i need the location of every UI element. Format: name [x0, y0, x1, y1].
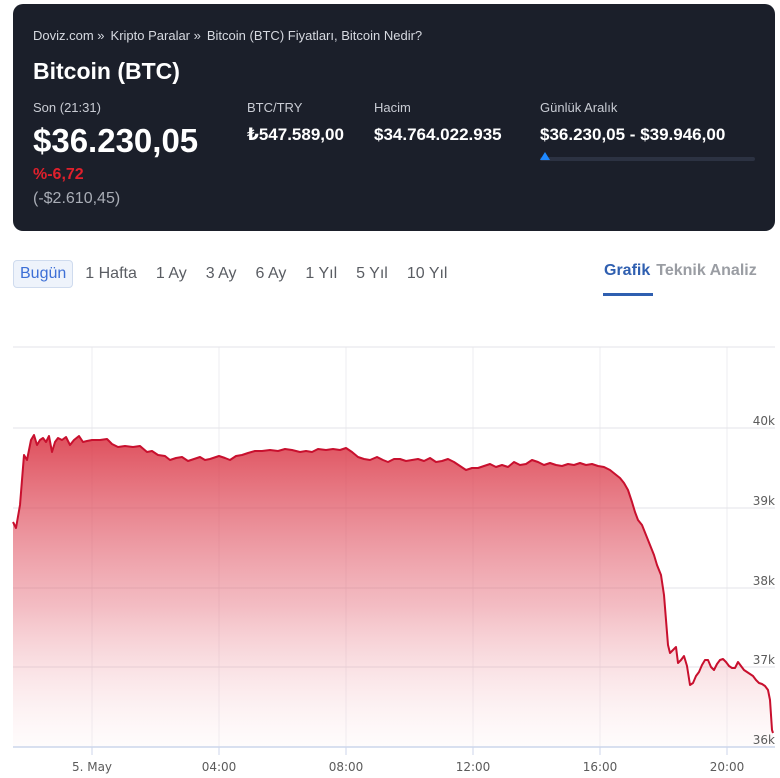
daily-range-value: $36.230,05 - $39.946,00: [540, 125, 726, 144]
try-price-value: ₺547.589,00: [247, 125, 344, 144]
x-tick-1600: 16:00: [583, 760, 618, 774]
y-tick-39k: 39k: [753, 494, 775, 508]
tab-chart[interactable]: Grafik: [604, 262, 651, 279]
daily-range-label: Günlük Aralık: [540, 100, 618, 115]
last-price-value: $36.230,05: [33, 122, 199, 159]
volume-label: Hacim: [374, 100, 411, 115]
y-axis-labels: 40k 39k 38k 37k 36k: [753, 414, 775, 747]
x-tick-2000: 20:00: [710, 760, 745, 774]
price-chart[interactable]: 40k 39k 38k 37k 36k 5. May 04:00 08:00 1…: [0, 330, 780, 778]
tab-5-years[interactable]: 5 Yıl: [356, 265, 388, 282]
change-absolute: (-$2.610,45): [33, 190, 121, 207]
change-percent: %-6,72: [33, 166, 84, 183]
x-axis-labels: 5. May 04:00 08:00 12:00 16:00 20:00: [72, 760, 744, 774]
y-tick-37k: 37k: [753, 653, 775, 667]
tab-1-week[interactable]: 1 Hafta: [85, 265, 137, 282]
breadcrumb-home[interactable]: Doviz.com »: [33, 28, 105, 43]
price-area: [13, 435, 773, 747]
y-tick-40k: 40k: [753, 414, 775, 428]
y-tick-38k: 38k: [753, 574, 775, 588]
volume-value: $34.764.022.935: [374, 125, 502, 144]
last-price-label: Son (21:31): [33, 100, 101, 115]
price-line: [12, 434, 774, 734]
tab-6-months[interactable]: 6 Ay: [255, 265, 287, 282]
breadcrumb-bitcoin[interactable]: Bitcoin (BTC) Fiyatları, Bitcoin Nedir?: [206, 28, 423, 43]
view-tabs: Grafik Teknik Analiz: [604, 262, 757, 280]
tab-3-months[interactable]: 3 Ay: [205, 265, 237, 282]
price-header-card: Doviz.com » Kripto Paralar » Bitcoin (BT…: [13, 4, 775, 231]
x-tick-1200: 12:00: [456, 760, 491, 774]
breadcrumb-crypto[interactable]: Kripto Paralar »: [110, 28, 201, 43]
time-range-tabs: Bugün 1 Hafta 1 Ay 3 Ay 6 Ay 1 Yıl 5 Yıl…: [13, 260, 459, 288]
tab-1-year[interactable]: 1 Yıl: [305, 265, 338, 282]
x-axis-ticks: [91, 747, 728, 755]
y-tick-36k: 36k: [753, 733, 775, 747]
daily-range-bar: [540, 157, 755, 161]
x-tick-0800: 08:00: [329, 760, 364, 774]
active-tab-underline: [603, 293, 653, 296]
range-marker-icon: [540, 152, 550, 160]
tab-10-years[interactable]: 10 Yıl: [406, 265, 448, 282]
try-price-label: BTC/TRY: [247, 100, 303, 115]
tab-1-month[interactable]: 1 Ay: [155, 265, 187, 282]
page-title: Bitcoin (BTC): [33, 58, 180, 84]
breadcrumb: Doviz.com » Kripto Paralar » Bitcoin (BT…: [33, 28, 422, 43]
x-tick-0400: 04:00: [202, 760, 237, 774]
tab-today[interactable]: Bugün: [13, 260, 74, 288]
x-tick-may5: 5. May: [72, 760, 112, 774]
tab-technical-analysis[interactable]: Teknik Analiz: [656, 262, 757, 279]
